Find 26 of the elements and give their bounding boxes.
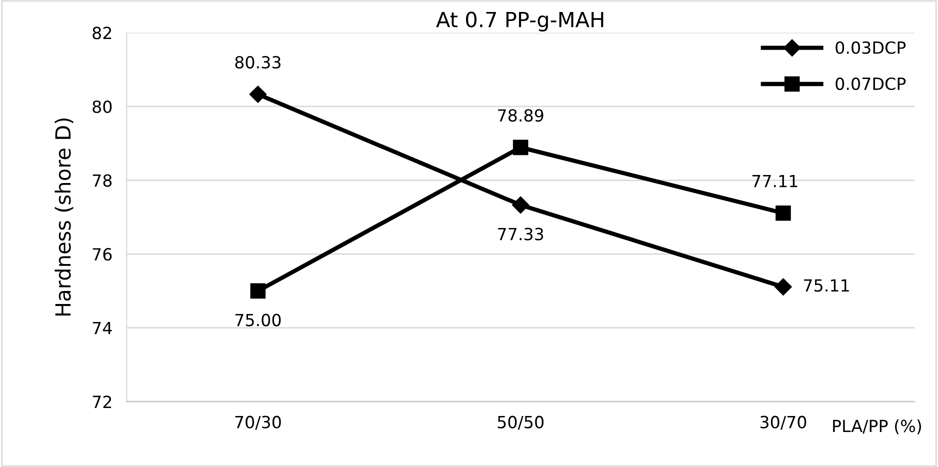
chart-title: At 0.7 PP-g-MAH — [436, 12, 604, 32]
point — [512, 140, 528, 156]
data-label: 77.11 — [752, 174, 798, 188]
point — [250, 283, 266, 299]
point — [776, 205, 791, 221]
legend-label: 0.03DCP — [836, 41, 906, 54]
x-tick-label: 70/30 — [235, 416, 281, 430]
legend-label: 0.07DCP — [836, 77, 906, 90]
x-tick-label: 30/70 — [760, 416, 806, 430]
y-axis-title: Hardness (shore D) — [54, 118, 74, 316]
y-tick-label: 76 — [92, 248, 112, 261]
data-label: 75.00 — [235, 314, 281, 326]
x-tick-label: 50/50 — [498, 416, 544, 430]
point — [774, 278, 792, 296]
data-label: 77.33 — [498, 228, 544, 240]
point — [512, 196, 530, 214]
y-tick-label: 74 — [92, 322, 112, 334]
data-label: 78.89 — [498, 109, 544, 122]
y-tick-label: 80 — [92, 100, 112, 114]
data-label: 75.11 — [804, 279, 849, 292]
y-tick-label: 78 — [92, 174, 112, 187]
x-axis-title: PLA/PP (%) — [833, 419, 921, 434]
data-label: 80.33 — [235, 56, 280, 69]
y-tick-label: 72 — [92, 396, 112, 408]
y-tick-label: 82 — [92, 26, 112, 40]
point — [249, 86, 266, 103]
